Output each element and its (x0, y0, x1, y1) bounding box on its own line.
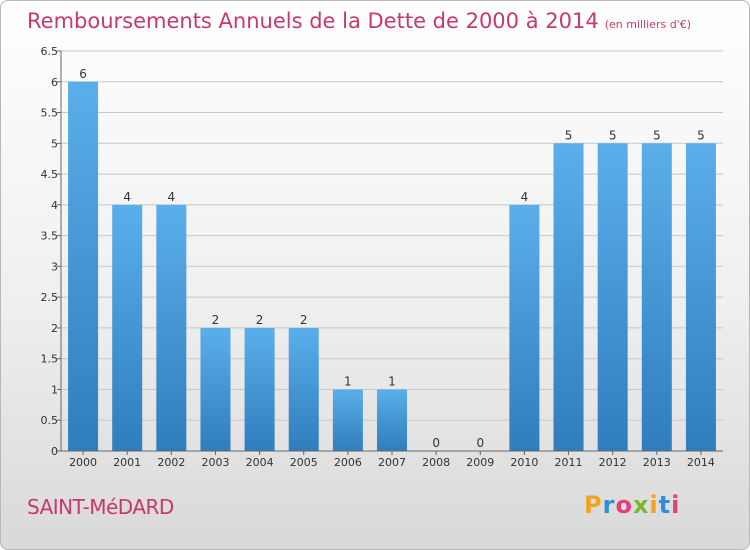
y-tick-label: 1 (51, 383, 58, 396)
bar (332, 389, 363, 451)
y-tick-label: 0.5 (41, 414, 59, 427)
value-label: 2 (256, 313, 264, 327)
value-label: 4 (521, 190, 529, 204)
chart-unit: (en milliers d'€) (604, 18, 691, 31)
bar (553, 143, 584, 452)
x-tick-label: 2006 (334, 456, 362, 469)
y-tick-label: 3.5 (41, 230, 59, 243)
value-label: 0 (476, 436, 484, 450)
x-tick-label: 2014 (687, 456, 715, 469)
x-tick-label: 2001 (113, 456, 141, 469)
y-tick-label: 5.5 (41, 107, 59, 120)
bar (288, 327, 319, 451)
x-tick-label: 2003 (201, 456, 229, 469)
value-label: 2 (212, 313, 220, 327)
x-tick-label: 2013 (643, 456, 671, 469)
value-label: 1 (344, 374, 352, 388)
value-label: 4 (168, 190, 176, 204)
y-tick-label: 1.5 (41, 353, 59, 366)
x-tick-label: 2009 (466, 456, 494, 469)
brand-logo-letter: P (584, 491, 603, 519)
value-label: 0 (432, 436, 440, 450)
x-tick-label: 2000 (69, 456, 97, 469)
x-tick-label: 2012 (599, 456, 627, 469)
chart-title: Remboursements Annuels de la Dette de 20… (27, 9, 691, 33)
x-tick-label: 2007 (378, 456, 406, 469)
x-tick-label: 2011 (555, 456, 583, 469)
y-tick-label: 4.5 (41, 168, 59, 181)
brand-logo-letter: x (632, 491, 650, 519)
x-tick-label: 2002 (157, 456, 185, 469)
x-tick-label: 2005 (290, 456, 318, 469)
bar (244, 327, 275, 451)
bar (509, 204, 540, 451)
brand-logo: Proxiti (584, 491, 680, 519)
y-tick-label: 5 (51, 137, 58, 150)
y-tick-label: 3 (51, 260, 58, 273)
chart-title-text: Remboursements Annuels de la Dette de 20… (27, 9, 599, 33)
bar (597, 143, 628, 452)
y-tick-label: 6.5 (41, 45, 59, 58)
brand-logo-letter: o (615, 491, 633, 519)
value-label: 4 (123, 190, 131, 204)
bar (68, 81, 99, 452)
x-tick-label: 2010 (510, 456, 538, 469)
x-axis-ticks: 2000 2001 2002 2003 2004 2005 2006 2007 2008 2009… (69, 451, 715, 469)
value-label: 1 (388, 374, 396, 388)
brand-logo-text: Proxiti (584, 491, 680, 519)
value-label: 2 (300, 313, 308, 327)
y-tick-label: 2.5 (41, 291, 59, 304)
x-tick-label: 2008 (422, 456, 450, 469)
brand-logo-letter: i (671, 491, 681, 519)
bar (376, 389, 408, 451)
bar (156, 204, 187, 451)
value-labels: 6 4 4 2 2 2 1 1 0 0 4 5 5 5 5 (79, 67, 705, 450)
bar (641, 143, 672, 452)
y-tick-label: 0 (51, 445, 58, 458)
brand-logo-letter: r (602, 491, 616, 519)
bar (200, 327, 231, 451)
value-label: 6 (79, 67, 87, 81)
bar (112, 204, 143, 451)
x-tick-label: 2004 (246, 456, 274, 469)
brand-logo-letter: i (649, 491, 659, 519)
y-tick-label: 4 (51, 199, 58, 212)
brand-logo-letter: t (658, 491, 672, 519)
y-tick-label: 2 (51, 322, 58, 335)
y-tick-label: 6 (51, 76, 58, 89)
value-label: 5 (565, 128, 573, 142)
commune-name: SAINT-MéDARD (27, 495, 174, 519)
bars (68, 81, 716, 452)
y-axis-ticks: 0 0.5 1 1.5 2 2.5 3 3.5 4 4.5 5 5.5 6 6.5 (41, 45, 61, 458)
value-label: 5 (697, 128, 705, 142)
value-label: 5 (653, 128, 661, 142)
value-label: 5 (609, 128, 617, 142)
bar (685, 143, 716, 452)
